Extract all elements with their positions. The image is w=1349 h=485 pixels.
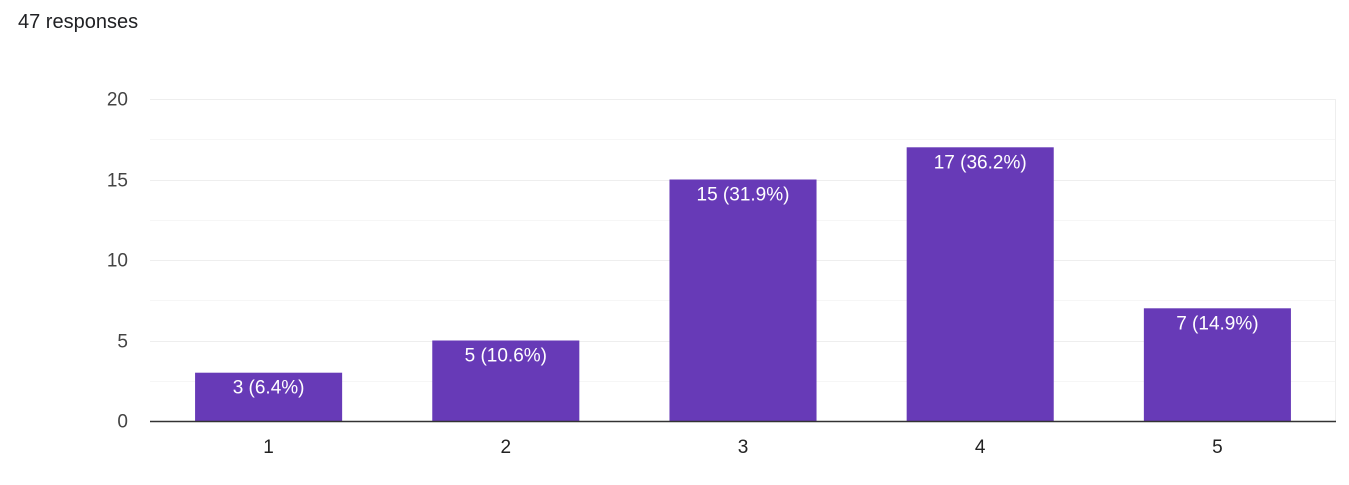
bar-5[interactable] (1143, 308, 1291, 421)
y-tick-label: 20 (107, 90, 128, 111)
x-tick-label: 3 (738, 437, 749, 458)
bar-2[interactable] (432, 340, 580, 422)
y-tick-label: 15 (107, 171, 128, 192)
bar-4[interactable] (906, 147, 1054, 422)
bar-1[interactable] (195, 372, 343, 421)
bars (195, 147, 1291, 422)
y-tick-label: 5 (117, 332, 128, 353)
axes: 0 5 10 15 20 1 2 3 4 5 (107, 90, 1336, 458)
bar-3[interactable] (669, 179, 817, 422)
data-label-3: 15 (31.9%) (697, 185, 790, 206)
data-label-1: 3 (6.4%) (233, 378, 305, 399)
responses-count: 47 responses (18, 11, 139, 33)
y-tick-label: 10 (107, 251, 128, 272)
data-label-5: 7 (14.9%) (1176, 313, 1258, 334)
x-tick-label: 5 (1212, 437, 1223, 458)
x-tick-label: 4 (975, 437, 986, 458)
data-labels: 3 (6.4%) 5 (10.6%) 15 (31.9%) 17 (36.2%) 7 (… (233, 152, 1259, 398)
x-tick-label: 1 (263, 437, 274, 458)
y-tick-label: 0 (117, 412, 128, 433)
data-label-4: 17 (36.2%) (934, 152, 1027, 173)
x-tick-label: 2 (501, 437, 512, 458)
data-label-2: 5 (10.6%) (465, 346, 547, 367)
